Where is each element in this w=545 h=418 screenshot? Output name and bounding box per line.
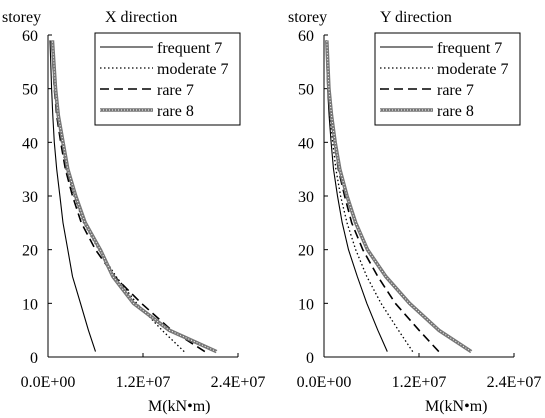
y-tick-label: 20 [22, 243, 38, 260]
x-tick-label: 0.0E+00 [297, 374, 352, 391]
series-line-solid [325, 40, 388, 352]
series-line-highlight [326, 40, 472, 353]
legend-label: moderate 7 [437, 61, 509, 78]
x-axis-label: M(kN•m) [148, 398, 210, 415]
y-tick-label: 20 [298, 243, 314, 260]
series-line-highlight [51, 40, 217, 353]
legend: frequent 7 moderate 7 rare 7 rare 8 [94, 32, 241, 126]
legend: frequent 7 moderate 7 rare 7 rare 8 [374, 32, 521, 126]
x-tick-label: 0.0E+00 [21, 374, 76, 391]
x-tick-label: 2.4E+07 [211, 374, 266, 391]
legend-label: rare 8 [437, 103, 474, 120]
y-tick-label: 60 [22, 28, 38, 45]
legend-label: frequent 7 [437, 40, 502, 57]
y-tick-label: 10 [298, 296, 314, 313]
chart-title: Y direction [380, 9, 452, 26]
y-direction-panel: storey Y direction 0 10 20 30 40 50 60 0.0E+00 1.2… [288, 9, 541, 415]
y-axis-label: storey [2, 9, 41, 26]
legend-label: rare 8 [157, 103, 194, 120]
y-tick-label: 30 [298, 189, 314, 206]
series-line-solid [49, 40, 97, 352]
legend-label: frequent 7 [157, 40, 222, 57]
x-tick-label: 2.4E+07 [487, 374, 542, 391]
x-axis-label: M(kN•m) [425, 398, 487, 415]
x-direction-panel: storey X direction 0 10 20 30 40 50 60 0.0E+00 1.2… [2, 9, 265, 415]
y-tick-label: 40 [22, 135, 38, 152]
y-axis-label: storey [288, 9, 327, 26]
legend-label: rare 7 [157, 82, 194, 99]
y-tick-label: 0 [306, 350, 314, 367]
y-tick-label: 40 [298, 135, 314, 152]
legend-label: rare 7 [437, 82, 474, 99]
y-tick-label: 0 [30, 350, 38, 367]
x-tick-label: 1.2E+07 [392, 374, 447, 391]
y-tick-label: 50 [298, 82, 314, 99]
y-tick-label: 30 [22, 189, 38, 206]
y-tick-label: 50 [22, 82, 38, 99]
chart-title: X direction [105, 9, 177, 26]
y-tick-label: 10 [22, 296, 38, 313]
legend-label: moderate 7 [157, 61, 229, 78]
x-tick-label: 1.2E+07 [116, 374, 171, 391]
series-line-dotted [325, 40, 414, 352]
y-tick-label: 60 [298, 28, 314, 45]
